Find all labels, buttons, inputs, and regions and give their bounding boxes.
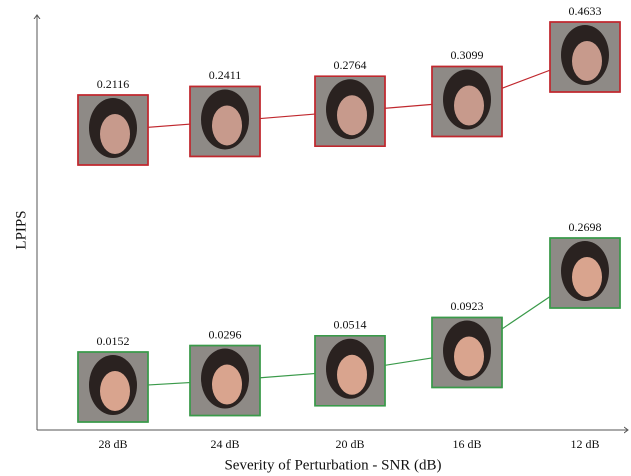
face-thumbnail [432, 66, 502, 136]
data-label: 0.2764 [334, 58, 367, 72]
face-thumbnail [550, 22, 620, 92]
x-tick-label: 24 dB [210, 437, 239, 451]
face [212, 365, 242, 405]
x-axis-label: Severity of Perturbation - SNR (dB) [224, 457, 441, 473]
page: {"chart_data":{"type":"line","x_label":"… [0, 0, 631, 476]
chart: LPIPS Severity of Perturbation - SNR (dB… [0, 0, 631, 476]
x-tick-label: 20 dB [335, 437, 364, 451]
face [100, 114, 130, 154]
face [337, 95, 367, 135]
face [572, 257, 602, 297]
face-thumbnail [315, 76, 385, 146]
face-thumbnail [78, 352, 148, 422]
x-tick-label: 28 dB [98, 437, 127, 451]
data-label: 0.2698 [569, 220, 602, 234]
data-label: 0.0923 [451, 299, 484, 313]
face [337, 355, 367, 395]
face [454, 336, 484, 376]
data-label: 0.0152 [97, 334, 130, 348]
data-label: 0.3099 [451, 48, 484, 62]
data-label: 0.2411 [209, 68, 242, 82]
face-thumbnail [190, 346, 260, 416]
x-tick-label: 16 dB [452, 437, 481, 451]
data-label: 0.0514 [334, 318, 367, 332]
data-label: 0.0296 [209, 327, 242, 341]
face-thumbnail [432, 317, 502, 387]
face-thumbnail [550, 238, 620, 308]
face-thumbnail [315, 336, 385, 406]
face [100, 371, 130, 411]
face-thumbnail [78, 95, 148, 165]
y-axis-label: LPIPS [13, 210, 29, 249]
data-label: 0.4633 [569, 4, 602, 18]
x-tick-label: 12 dB [570, 437, 599, 451]
face [572, 41, 602, 81]
face-thumbnail [190, 86, 260, 156]
face [212, 105, 242, 145]
data-label: 0.2116 [97, 77, 130, 91]
face [454, 85, 484, 125]
